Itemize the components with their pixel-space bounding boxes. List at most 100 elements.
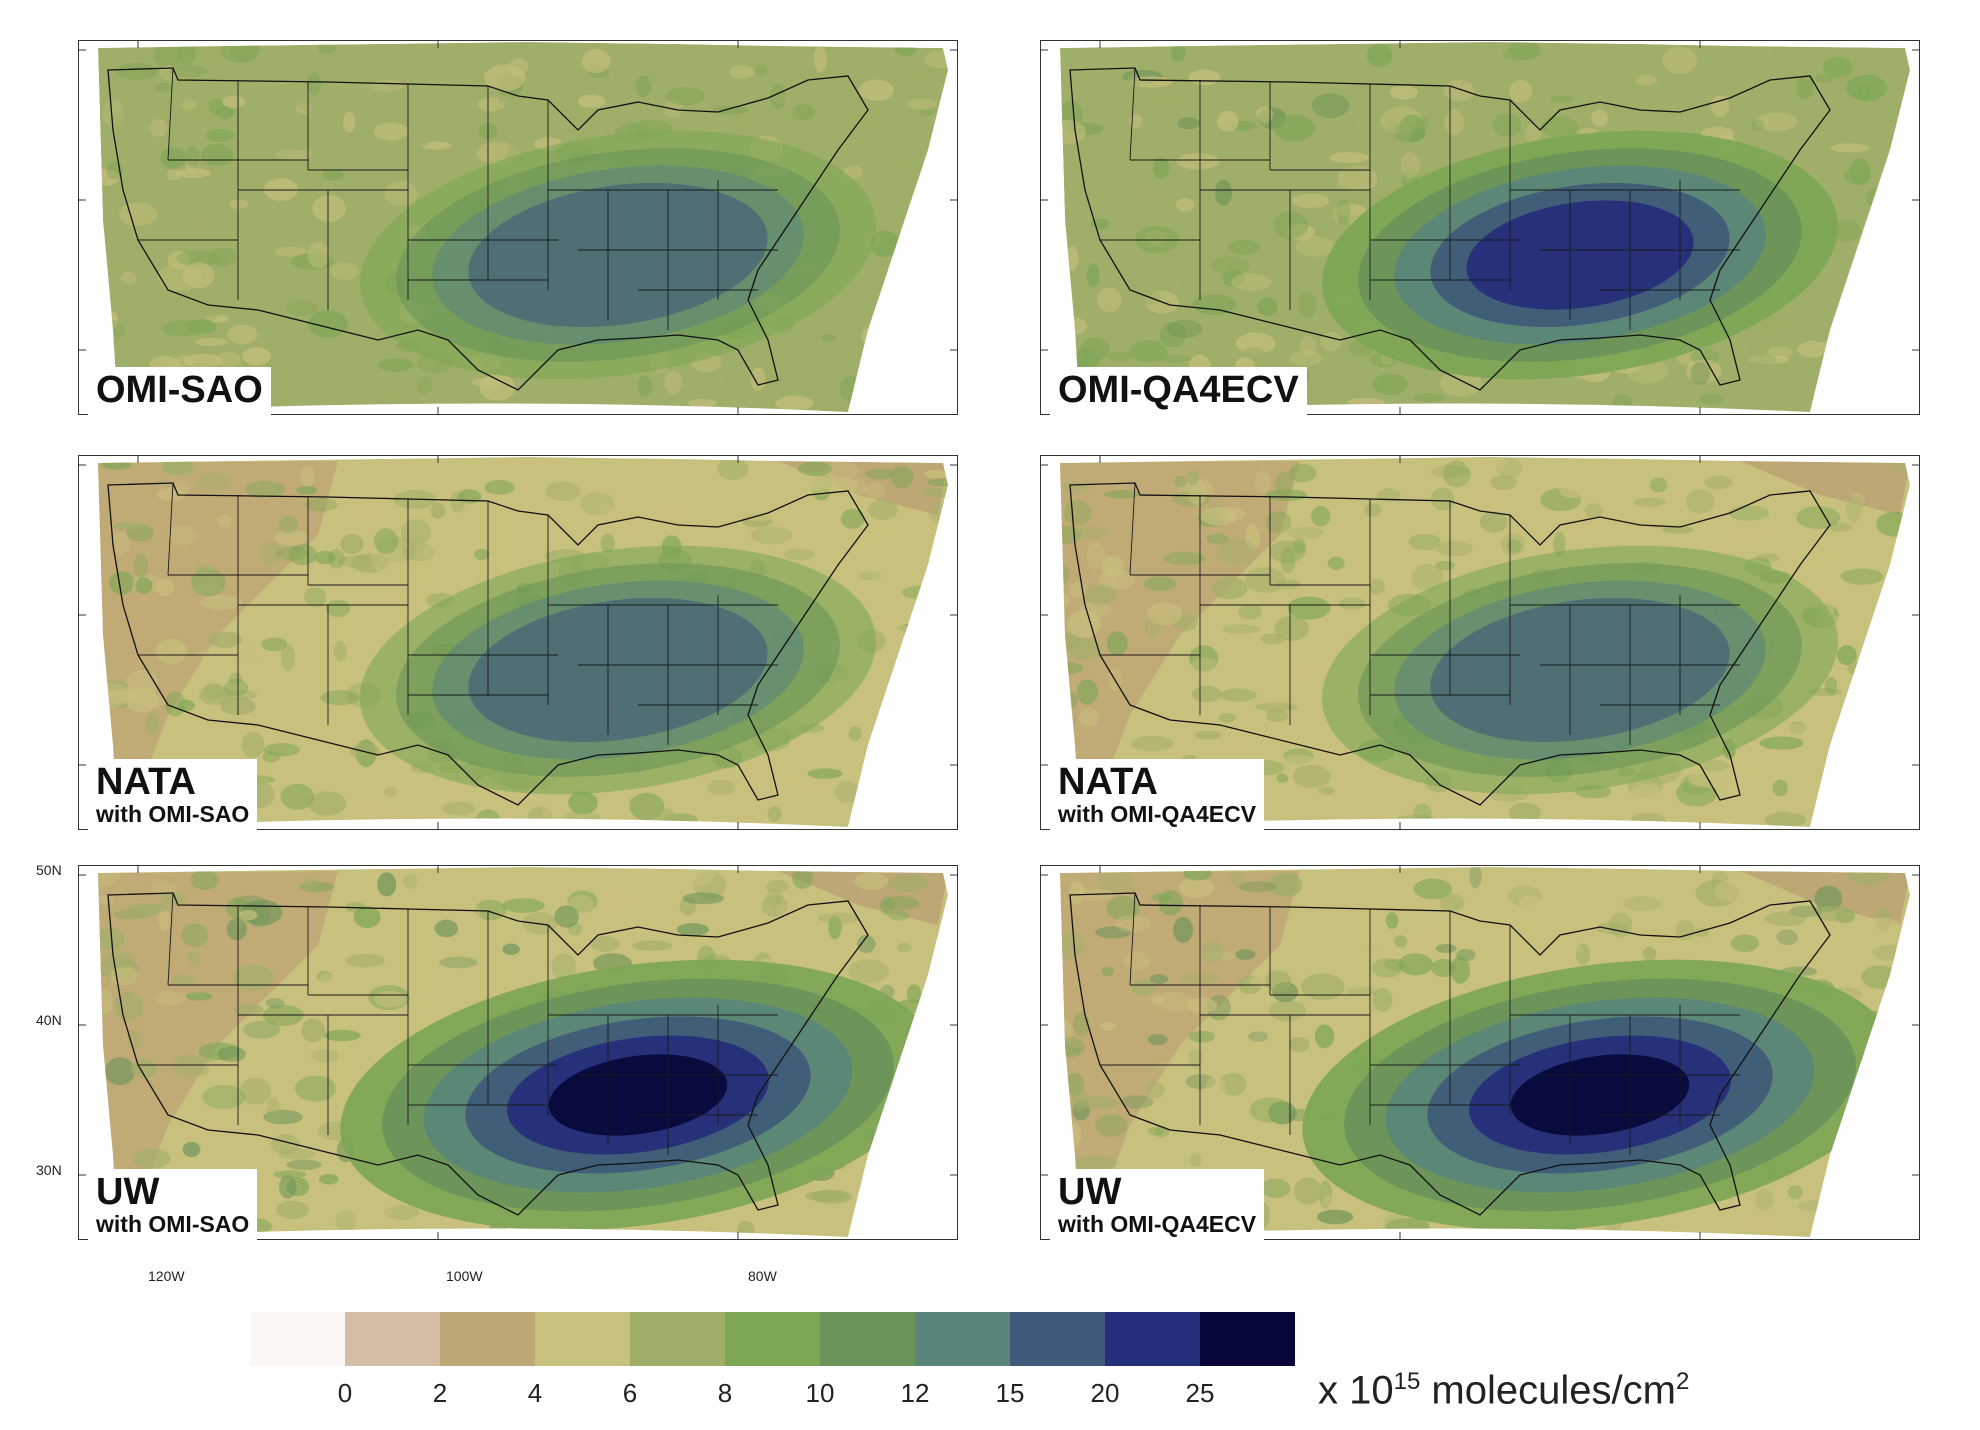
map-speckle [1787, 1185, 1803, 1200]
map-speckle [172, 111, 209, 133]
map-speckle [1738, 352, 1777, 367]
map-speckle [104, 1057, 136, 1086]
map-speckle [1060, 119, 1087, 145]
map-speckle [925, 201, 939, 227]
map-speckle [934, 118, 948, 136]
map-speckle [150, 881, 177, 895]
units-prefix: x 10 [1318, 1368, 1394, 1413]
colorbar-units: x 1015 molecules/cm2 [1318, 1368, 1689, 1413]
map-speckle [1755, 1188, 1774, 1212]
map-speckle [346, 498, 382, 516]
map-panel-omi-sao: OMI-SAO [78, 40, 958, 415]
map-speckle [1882, 333, 1903, 360]
map-speckle [854, 872, 889, 890]
map-speckle [113, 260, 130, 274]
map-speckle [1060, 316, 1088, 336]
map-speckle [1501, 46, 1542, 61]
colorbar-tick-label: 6 [622, 1378, 638, 1408]
lat-label-30n: 30N [36, 1162, 62, 1178]
map-speckle [676, 457, 704, 477]
map-speckle [864, 482, 886, 499]
map-speckle [1838, 1149, 1857, 1161]
map-speckle [1346, 987, 1378, 997]
map-speckle [391, 591, 415, 606]
map-speckle [1383, 1213, 1408, 1233]
map-speckle [1860, 388, 1883, 412]
units-square: 2 [1675, 1368, 1690, 1395]
map-speckle [1413, 878, 1453, 900]
map-speckle [126, 903, 159, 918]
map-speckle [1280, 546, 1296, 574]
map-speckle [1167, 319, 1203, 339]
map-speckle [1150, 893, 1173, 902]
map-speckle [274, 529, 309, 546]
map-frame [1040, 455, 1920, 830]
map-frame [78, 40, 958, 415]
map-speckle [1890, 658, 1908, 671]
map-speckle [1430, 465, 1470, 478]
colorbar-tick-label: 8 [717, 1378, 733, 1408]
map-speckle [1661, 525, 1694, 534]
map-speckle [1221, 624, 1261, 634]
map-speckle [1875, 688, 1910, 705]
map-speckle [1060, 592, 1071, 608]
map-speckle [1265, 511, 1292, 534]
state-boundary [167, 892, 174, 986]
lon-label-120w: 120W [148, 1268, 185, 1284]
colorbar-swatch [440, 1312, 535, 1366]
map-panel-uw-sao: UW with OMI-SAO [78, 865, 958, 1240]
map-speckle [1557, 475, 1588, 499]
map-speckle [906, 680, 927, 692]
map-speckle [1622, 896, 1663, 911]
map-speckle [235, 644, 260, 672]
map-speckle [745, 496, 765, 509]
map-speckle [1709, 469, 1727, 479]
map-speckle [183, 353, 224, 368]
map-speckle [907, 225, 921, 242]
map-speckle [1840, 568, 1884, 585]
map-speckle [1248, 1031, 1269, 1042]
map-speckle [203, 682, 223, 701]
map-speckle [1372, 373, 1408, 395]
map-speckle [163, 204, 188, 214]
colorbar-swatch [535, 1312, 630, 1366]
map-speckle [190, 870, 219, 890]
map-speckle [155, 577, 175, 597]
map-speckle [270, 1134, 301, 1155]
map-speckle [1288, 1036, 1310, 1053]
map-speckle [1250, 975, 1266, 988]
map-speckle [1874, 667, 1910, 684]
map-speckle [1347, 461, 1362, 487]
map-speckle [179, 215, 213, 234]
map-speckle [193, 42, 230, 66]
lat-label-50n: 50N [36, 862, 62, 878]
colorbar-swatch [1200, 1312, 1295, 1366]
map-speckle [875, 531, 901, 552]
map-speckle [1553, 531, 1566, 558]
map-speckle [1215, 179, 1232, 206]
map-speckle [1273, 679, 1317, 698]
map-speckle [1876, 511, 1910, 537]
map-frame [78, 455, 958, 830]
map-speckle [353, 906, 381, 929]
map-speckle [1170, 43, 1186, 63]
map-speckle [828, 915, 842, 940]
map-speckle [1203, 951, 1238, 960]
map-speckle [99, 690, 140, 704]
map-speckle [337, 555, 380, 568]
map-speckle [1287, 596, 1331, 620]
map-speckle [1846, 660, 1886, 678]
map-speckle [457, 489, 482, 504]
map-speckle [541, 800, 565, 824]
map-speckle [274, 246, 307, 257]
map-speckle [879, 1203, 915, 1232]
map-speckle [1206, 533, 1230, 544]
map-speckle [1311, 506, 1331, 527]
map-speckle [900, 735, 943, 763]
map-speckle [607, 499, 647, 522]
map-speckle [1064, 499, 1092, 526]
map-speckle [184, 177, 223, 200]
map-speckle [373, 122, 409, 141]
units-suffix: molecules/cm [1420, 1368, 1676, 1413]
map-speckle [278, 515, 299, 534]
